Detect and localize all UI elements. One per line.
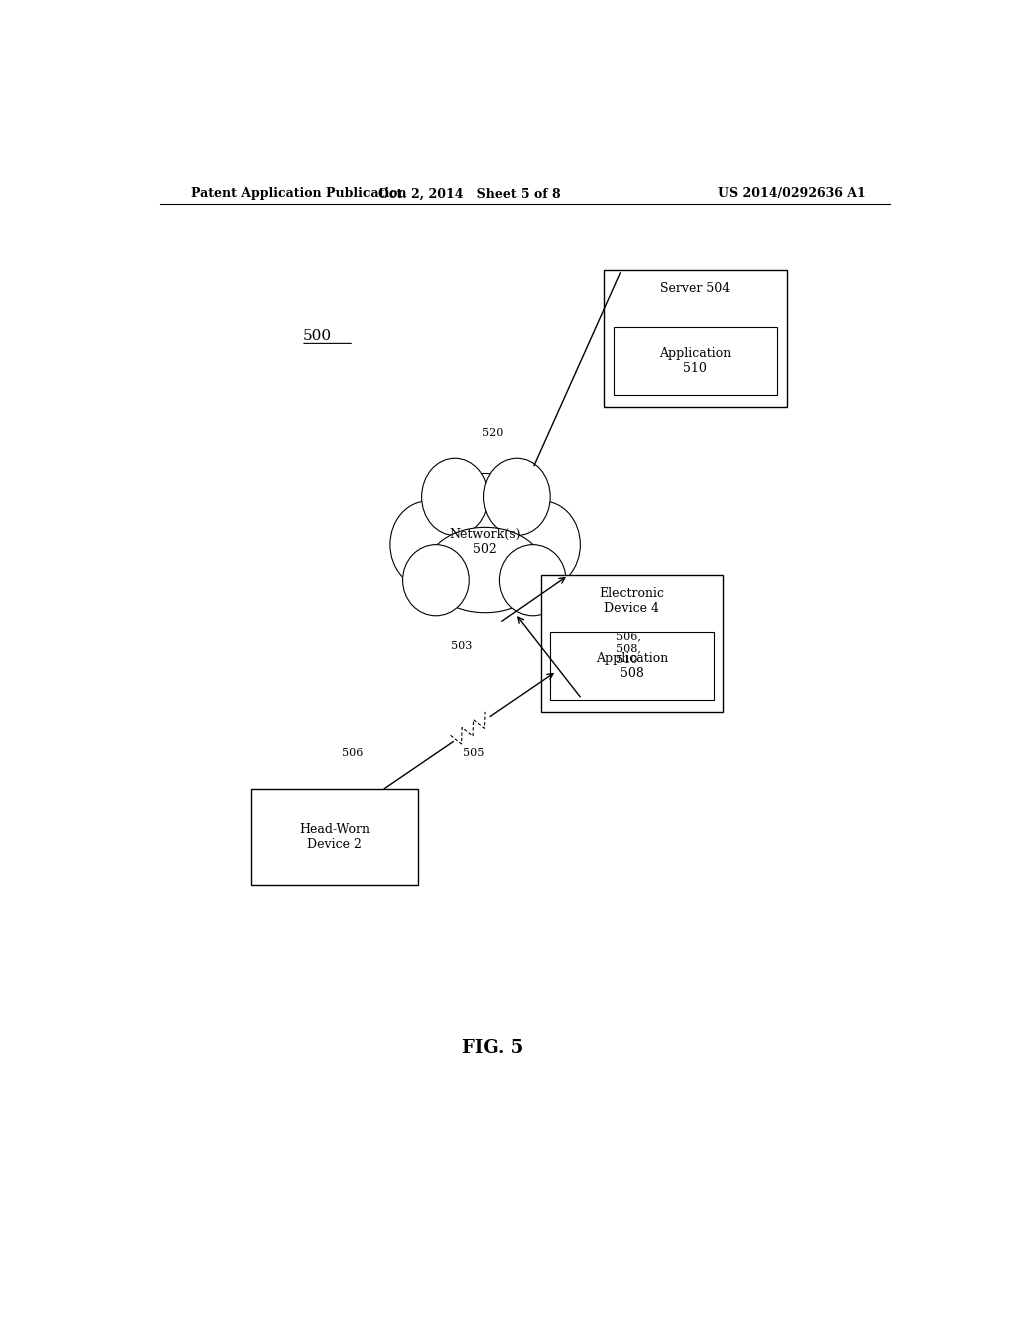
Text: Application
510: Application 510 — [659, 347, 731, 375]
Text: Server 504: Server 504 — [660, 282, 730, 296]
FancyBboxPatch shape — [604, 271, 786, 408]
Ellipse shape — [500, 545, 566, 616]
Text: 503: 503 — [451, 642, 472, 651]
FancyBboxPatch shape — [251, 788, 418, 886]
Text: Head-Worn
Device 2: Head-Worn Device 2 — [299, 822, 370, 851]
Ellipse shape — [483, 458, 550, 536]
Ellipse shape — [422, 458, 488, 536]
Text: Application
508: Application 508 — [596, 652, 668, 680]
Ellipse shape — [439, 474, 531, 576]
Text: 520: 520 — [482, 428, 504, 438]
Text: 500: 500 — [303, 329, 332, 343]
Text: Network(s)
502: Network(s) 502 — [450, 528, 521, 556]
Text: US 2014/0292636 A1: US 2014/0292636 A1 — [718, 187, 866, 201]
Ellipse shape — [402, 545, 469, 616]
Text: Oct. 2, 2014   Sheet 5 of 8: Oct. 2, 2014 Sheet 5 of 8 — [378, 187, 560, 201]
Text: Electronic
Device 4: Electronic Device 4 — [599, 587, 665, 615]
Ellipse shape — [390, 500, 466, 589]
FancyBboxPatch shape — [550, 631, 714, 700]
Text: Patent Application Publication: Patent Application Publication — [191, 187, 407, 201]
Ellipse shape — [504, 500, 581, 589]
Text: 506,
508,
510: 506, 508, 510 — [616, 632, 641, 665]
FancyBboxPatch shape — [613, 326, 777, 395]
Ellipse shape — [426, 528, 545, 612]
Text: 506: 506 — [342, 748, 364, 759]
Text: 505: 505 — [463, 748, 484, 758]
FancyBboxPatch shape — [541, 576, 723, 713]
Text: FIG. 5: FIG. 5 — [463, 1039, 523, 1057]
